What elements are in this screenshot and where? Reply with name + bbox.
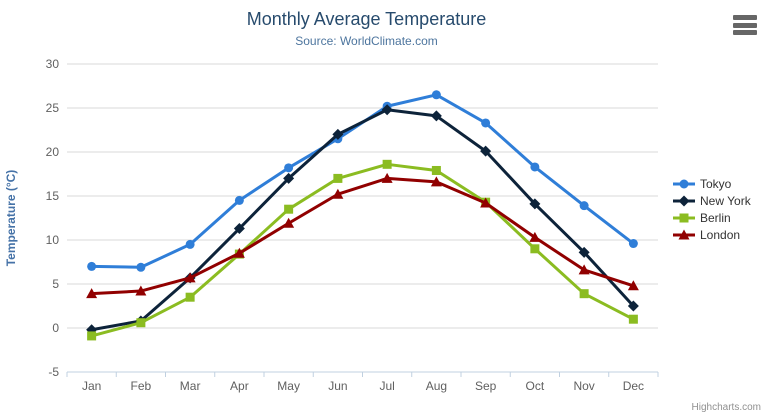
data-point: [185, 239, 195, 249]
x-tick-label: Sep: [475, 379, 497, 393]
data-point: [135, 285, 147, 296]
data-point: [136, 318, 146, 328]
data-point: [233, 223, 245, 235]
legend-label: Berlin: [700, 210, 731, 225]
legend-label: Tokyo: [700, 176, 732, 191]
legend-label: London: [700, 227, 741, 242]
data-point: [184, 272, 196, 283]
y-tick-label: 10: [46, 233, 60, 247]
data-point: [333, 173, 343, 183]
x-tick-label: Jan: [82, 379, 101, 393]
y-tick-label: 30: [46, 57, 60, 71]
x-tick-label: Jul: [379, 379, 394, 393]
data-point: [283, 172, 295, 184]
x-tick-label: Aug: [426, 379, 447, 393]
data-point: [87, 331, 97, 341]
y-tick-label: 25: [46, 101, 60, 115]
data-point: [431, 165, 441, 175]
data-point: [430, 110, 442, 122]
data-point: [530, 244, 540, 254]
data-point: [332, 128, 344, 140]
triangle-legend-marker-icon: [673, 229, 695, 239]
data-point: [233, 247, 245, 258]
series-line: [90, 176, 635, 296]
series-line: [90, 108, 635, 332]
legend-item-berlin[interactable]: Berlin: [673, 209, 751, 226]
data-point: [529, 198, 541, 210]
legend-label: New York: [700, 193, 751, 208]
data-point: [332, 188, 344, 199]
hamburger-menu-icon: [733, 30, 757, 35]
data-point: [284, 204, 294, 214]
x-tick-label: Feb: [131, 379, 152, 393]
series-tokyo[interactable]: [87, 90, 638, 272]
data-point: [185, 292, 195, 302]
data-point: [284, 163, 294, 173]
data-point: [529, 231, 541, 242]
legend-item-new-york[interactable]: New York: [673, 192, 751, 209]
data-point: [579, 201, 589, 211]
series-new-york[interactable]: [86, 104, 639, 336]
data-point: [480, 197, 492, 208]
data-point: [283, 217, 295, 228]
x-tick-label: Dec: [623, 379, 644, 393]
data-point: [628, 239, 638, 249]
x-axis: Jan Feb Mar Apr May Jun Jul Aug Sep Oct Nov Dec: [66, 371, 659, 393]
data-point: [627, 300, 639, 312]
data-point: [381, 104, 393, 116]
circle-legend-marker-icon: [673, 179, 695, 188]
y-axis-title: Temperature (°C): [4, 170, 18, 267]
hamburger-menu-icon: [733, 22, 757, 28]
y-tick-label: -5: [48, 365, 59, 379]
data-point: [578, 246, 590, 258]
series-line: [90, 162, 635, 338]
data-point: [381, 172, 393, 183]
data-point: [430, 176, 442, 187]
chart-title: Monthly Average Temperature: [246, 9, 487, 29]
y-tick-label: 20: [46, 145, 60, 159]
data-point: [628, 314, 638, 324]
data-point: [579, 289, 589, 299]
data-point: [578, 264, 590, 275]
data-point: [136, 262, 146, 272]
y-tick-label: 5: [52, 277, 59, 291]
square-legend-marker-icon: [673, 213, 695, 222]
x-tick-label: Mar: [180, 379, 201, 393]
x-tick-label: Oct: [526, 379, 545, 393]
diamond-legend-marker-icon: [673, 195, 695, 206]
y-tick-label: 0: [52, 321, 59, 335]
highcharts-credit-link[interactable]: Highcharts.com: [691, 402, 761, 413]
legend: Tokyo New York Berlin London: [673, 175, 751, 243]
legend-item-london[interactable]: London: [673, 226, 751, 243]
x-tick-label: Nov: [573, 379, 594, 393]
y-grid: -5 0 5 10 15 20 25 30: [46, 57, 658, 379]
data-point: [627, 280, 639, 291]
data-point: [530, 162, 540, 172]
data-point: [86, 288, 98, 299]
data-point: [87, 261, 97, 271]
series-berlin[interactable]: [87, 159, 638, 341]
x-tick-label: Jun: [328, 379, 347, 393]
y-tick-label: 15: [46, 189, 60, 203]
data-point: [480, 145, 492, 157]
series-london[interactable]: [86, 172, 639, 299]
data-point: [481, 118, 491, 128]
export-menu-button[interactable]: [733, 15, 757, 35]
chart-subtitle: Source: WorldClimate.com: [295, 34, 438, 48]
x-tick-label: Apr: [230, 379, 249, 393]
hamburger-menu-icon: [733, 15, 757, 20]
data-point: [382, 159, 392, 169]
legend-item-tokyo[interactable]: Tokyo: [673, 175, 751, 192]
data-point: [234, 195, 244, 205]
data-point: [431, 90, 441, 100]
x-tick-label: May: [277, 379, 300, 393]
